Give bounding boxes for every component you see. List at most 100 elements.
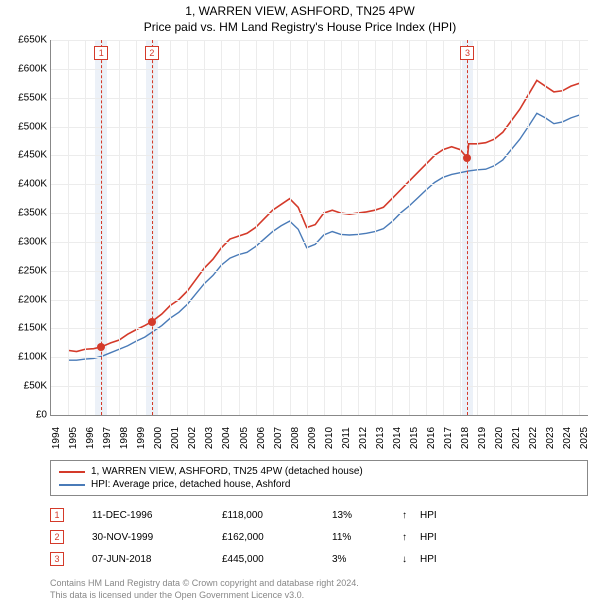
x-gridline: [460, 40, 461, 415]
arrow-up-icon: ↑: [402, 532, 420, 543]
y-gridline: [51, 328, 588, 329]
x-gridline: [85, 40, 86, 415]
transaction-hpi-label: HPI: [420, 510, 437, 521]
transaction-row: 1 11-DEC-1996£118,00013%↑HPI: [50, 504, 588, 526]
x-gridline: [221, 40, 222, 415]
x-gridline: [290, 40, 291, 415]
x-tick-label: 2019: [477, 427, 488, 449]
x-gridline: [136, 40, 137, 415]
legend-row: 1, WARREN VIEW, ASHFORD, TN25 4PW (detac…: [59, 465, 579, 478]
x-axis-space: [50, 416, 588, 456]
x-tick-label: 2023: [545, 427, 556, 449]
transaction-number-box: 1: [50, 508, 64, 522]
x-tick-label: 1999: [136, 427, 147, 449]
y-tick-label: £50K: [3, 381, 47, 392]
y-tick-label: £150K: [3, 323, 47, 334]
x-gridline: [443, 40, 444, 415]
x-tick-label: 2024: [562, 427, 573, 449]
x-tick-label: 2017: [443, 427, 454, 449]
footnote-line: Contains HM Land Registry data © Crown c…: [50, 578, 588, 590]
x-tick-label: 1998: [119, 427, 130, 449]
x-gridline: [545, 40, 546, 415]
title-block: 1, WARREN VIEW, ASHFORD, TN25 4PW Price …: [0, 0, 600, 36]
x-tick-label: 2005: [239, 427, 250, 449]
legend: 1, WARREN VIEW, ASHFORD, TN25 4PW (detac…: [50, 460, 588, 496]
transaction-date: 30-NOV-1999: [92, 532, 222, 543]
y-gridline: [51, 213, 588, 214]
title-main: 1, WARREN VIEW, ASHFORD, TN25 4PW: [0, 4, 600, 18]
legend-row: HPI: Average price, detached house, Ashf…: [59, 478, 579, 491]
chart-lines-svg: [51, 40, 588, 415]
y-gridline: [51, 242, 588, 243]
x-tick-label: 2004: [221, 427, 232, 449]
x-tick-label: 2016: [426, 427, 437, 449]
y-tick-label: £650K: [3, 35, 47, 46]
marker-dashed-line: [101, 40, 102, 415]
x-gridline: [341, 40, 342, 415]
x-tick-label: 2003: [204, 427, 215, 449]
x-gridline: [119, 40, 120, 415]
x-gridline: [375, 40, 376, 415]
transaction-pct: 13%: [332, 510, 402, 521]
y-gridline: [51, 69, 588, 70]
x-gridline: [528, 40, 529, 415]
plot-area: £0£50K£100K£150K£200K£250K£300K£350K£400…: [50, 40, 588, 416]
legend-label: 1, WARREN VIEW, ASHFORD, TN25 4PW (detac…: [91, 466, 363, 477]
x-tick-label: 2022: [528, 427, 539, 449]
y-gridline: [51, 357, 588, 358]
chart-container: 1, WARREN VIEW, ASHFORD, TN25 4PW Price …: [0, 0, 600, 607]
transactions-table: 1 11-DEC-1996£118,00013%↑HPI 2 30-NOV-1999£…: [50, 504, 588, 570]
x-gridline: [579, 40, 580, 415]
y-tick-label: £350K: [3, 208, 47, 219]
x-tick-label: 2007: [273, 427, 284, 449]
x-gridline: [511, 40, 512, 415]
x-tick-label: 1995: [68, 427, 79, 449]
y-gridline: [51, 155, 588, 156]
marker-dot: [148, 318, 156, 326]
x-tick-label: 2014: [392, 427, 403, 449]
x-tick-label: 2015: [409, 427, 420, 449]
x-tick-label: 1996: [85, 427, 96, 449]
transaction-price: £162,000: [222, 532, 332, 543]
marker-dashed-line: [467, 40, 468, 415]
y-gridline: [51, 127, 588, 128]
transaction-date: 07-JUN-2018: [92, 554, 222, 565]
y-tick-label: £100K: [3, 352, 47, 363]
x-tick-label: 2011: [341, 427, 352, 449]
legend-swatch: [59, 471, 85, 473]
x-gridline: [273, 40, 274, 415]
x-gridline: [409, 40, 410, 415]
title-sub: Price paid vs. HM Land Registry's House …: [0, 20, 600, 34]
x-tick-label: 2021: [511, 427, 522, 449]
x-gridline: [426, 40, 427, 415]
x-gridline: [562, 40, 563, 415]
y-tick-label: £300K: [3, 236, 47, 247]
x-tick-label: 2013: [375, 427, 386, 449]
y-gridline: [51, 40, 588, 41]
transaction-pct: 3%: [332, 554, 402, 565]
marker-number-box: 3: [460, 46, 474, 60]
transaction-number-box: 2: [50, 530, 64, 544]
x-tick-label: 2012: [358, 427, 369, 449]
transaction-date: 11-DEC-1996: [92, 510, 222, 521]
x-tick-label: 2018: [460, 427, 471, 449]
transaction-price: £445,000: [222, 554, 332, 565]
transaction-number-box: 3: [50, 552, 64, 566]
x-gridline: [187, 40, 188, 415]
marker-number-box: 1: [94, 46, 108, 60]
x-tick-label: 2025: [579, 427, 590, 449]
marker-dot: [463, 154, 471, 162]
marker-number-box: 2: [145, 46, 159, 60]
transaction-price: £118,000: [222, 510, 332, 521]
x-tick-label: 2002: [187, 427, 198, 449]
x-gridline: [256, 40, 257, 415]
x-tick-label: 1997: [102, 427, 113, 449]
arrow-up-icon: ↑: [402, 510, 420, 521]
footnote-line: This data is licensed under the Open Gov…: [50, 590, 588, 602]
y-tick-label: £450K: [3, 150, 47, 161]
legend-swatch: [59, 484, 85, 486]
x-tick-label: 2010: [324, 427, 335, 449]
y-tick-label: £550K: [3, 92, 47, 103]
x-tick-label: 2000: [153, 427, 164, 449]
legend-label: HPI: Average price, detached house, Ashf…: [91, 479, 290, 490]
